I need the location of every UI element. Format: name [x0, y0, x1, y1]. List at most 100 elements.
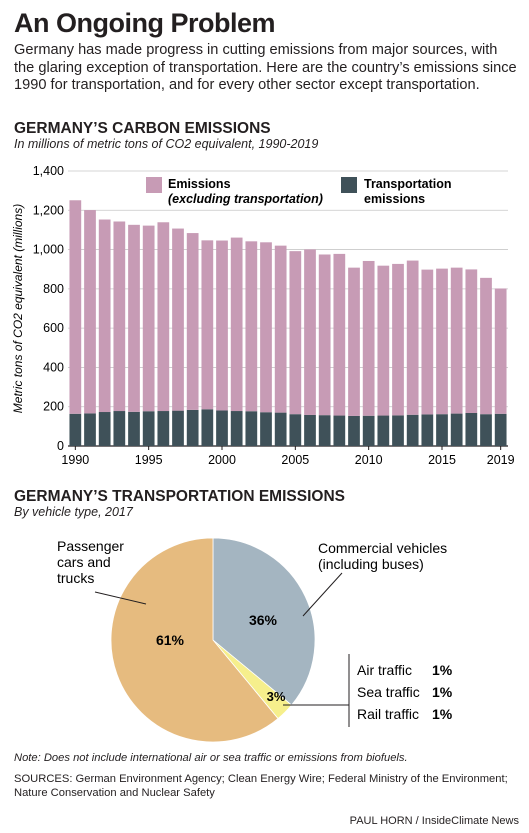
- breakdown-value: 1%: [432, 662, 453, 678]
- bar-emissions: [304, 249, 316, 415]
- bar-emissions: [421, 269, 434, 415]
- bar-emissions: [186, 233, 199, 410]
- bar-emissions: [84, 210, 96, 414]
- x-tick-label: 2015: [428, 453, 456, 467]
- bar-transportation: [421, 414, 434, 446]
- legend-label-emissions: Emissions: [168, 177, 231, 191]
- x-tick-label: 1995: [135, 453, 163, 467]
- bar-transportation: [406, 414, 419, 446]
- bar-transportation: [260, 412, 272, 446]
- y-tick-label: 1,200: [33, 203, 64, 217]
- bar-emissions: [157, 222, 170, 412]
- y-tick-label: 200: [43, 400, 64, 414]
- bar-transportation: [348, 415, 360, 446]
- main-title: An Ongoing Problem: [14, 8, 276, 38]
- bar-emissions: [406, 260, 419, 415]
- y-tick-label: 1,000: [33, 243, 64, 257]
- bar-transportation: [450, 413, 463, 446]
- bar-transportation: [142, 411, 155, 446]
- bar-emissions: [377, 265, 390, 416]
- legend-swatch-transportation: [341, 177, 357, 193]
- bar-chart-title: GERMANY’S CARBON EMISSIONS: [14, 120, 271, 137]
- bar-emissions: [333, 253, 346, 416]
- intro-text: Germany has made progress in cutting emi…: [14, 42, 517, 93]
- bar-emissions: [465, 269, 478, 413]
- bar-emissions: [494, 288, 507, 414]
- bar-emissions: [201, 240, 214, 410]
- pie-label-commercial: 36%: [249, 612, 278, 628]
- bar-emissions: [450, 267, 463, 414]
- pie-slice-passenger: [110, 537, 279, 743]
- y-tick-label: 0: [57, 439, 64, 453]
- bar-emissions: [98, 219, 111, 413]
- bar-emissions: [274, 245, 287, 413]
- bar-transportation: [274, 412, 287, 446]
- bar-emissions: [289, 251, 302, 415]
- callout-passenger-text: cars and: [57, 554, 111, 570]
- bar-emissions: [436, 268, 448, 415]
- bar-transportation: [318, 415, 331, 446]
- bar-transportation: [333, 415, 346, 446]
- bar-transportation: [377, 415, 390, 446]
- bar-transportation: [84, 413, 96, 446]
- bar-emissions: [348, 267, 360, 416]
- bar-emissions: [172, 228, 184, 411]
- sources: SOURCES: German Environment Agency; Clea…: [14, 773, 508, 799]
- y-tick-label: 400: [43, 360, 64, 374]
- bar-transportation: [465, 413, 478, 446]
- bar-transportation: [113, 411, 126, 446]
- bar-emissions: [128, 224, 140, 412]
- bar-transportation: [172, 410, 184, 446]
- bar-emissions: [480, 277, 492, 415]
- bar-transportation: [289, 414, 302, 446]
- bar-transportation: [245, 411, 258, 446]
- x-tick-label: 2005: [281, 453, 309, 467]
- bar-transportation: [201, 409, 214, 446]
- bar-emissions: [230, 237, 243, 412]
- legend-label-emissions-qualifier: (excluding transportation): [168, 192, 323, 206]
- bar-transportation: [304, 414, 316, 446]
- x-tick-label: 2000: [208, 453, 236, 467]
- y-tick-label: 600: [43, 321, 64, 335]
- breakdown-value: 1%: [432, 706, 453, 722]
- callout-commercial-text: Commercial vehicles: [318, 540, 447, 556]
- bar-transportation: [494, 413, 507, 446]
- legend-label-transportation: Transportation: [364, 177, 452, 191]
- callout-commercial-text: (including buses): [318, 556, 424, 572]
- pie-label-passenger: 61%: [156, 632, 185, 648]
- bar-transportation: [230, 411, 243, 446]
- footnote: Note: Does not include international air…: [14, 752, 408, 764]
- bar-emissions: [318, 254, 331, 416]
- bar-emissions: [113, 221, 126, 412]
- bar-transportation: [69, 413, 82, 446]
- legend-label-transportation-line2: emissions: [364, 192, 425, 206]
- bar-emissions: [260, 242, 272, 413]
- bar-transportation: [157, 411, 170, 446]
- breakdown-value: 1%: [432, 684, 453, 700]
- bar-emissions: [362, 260, 375, 416]
- x-tick-label: 2010: [355, 453, 383, 467]
- legend-swatch-emissions: [146, 177, 162, 193]
- bar-transportation: [436, 414, 448, 446]
- callout-passenger-text: trucks: [57, 570, 94, 586]
- bar-transportation: [480, 414, 492, 446]
- bar-transportation: [98, 412, 111, 446]
- y-tick-label: 1,400: [33, 164, 64, 178]
- bar-chart-subtitle: In millions of metric tons of CO2 equiva…: [14, 137, 319, 151]
- breakdown-label: Sea traffic: [357, 684, 420, 700]
- x-tick-label: 1990: [61, 453, 89, 467]
- x-tick-label: 2019: [487, 453, 515, 467]
- bar-emissions: [216, 240, 228, 411]
- callout-passenger-leader: [94, 591, 147, 605]
- bar-transportation: [128, 411, 140, 446]
- pie-chart-subtitle: By vehicle type, 2017: [14, 505, 133, 519]
- bar-transportation: [186, 409, 199, 446]
- callout-commercial-leader: [302, 572, 343, 617]
- breakdown-label: Air traffic: [357, 662, 412, 678]
- bar-transportation: [392, 415, 404, 446]
- bar-emissions: [392, 263, 404, 416]
- pie-chart: 36% 3% 61% Commercial vehicles(including bu…: [57, 537, 453, 743]
- bar-transportation: [216, 410, 228, 446]
- bar-emissions: [142, 225, 155, 412]
